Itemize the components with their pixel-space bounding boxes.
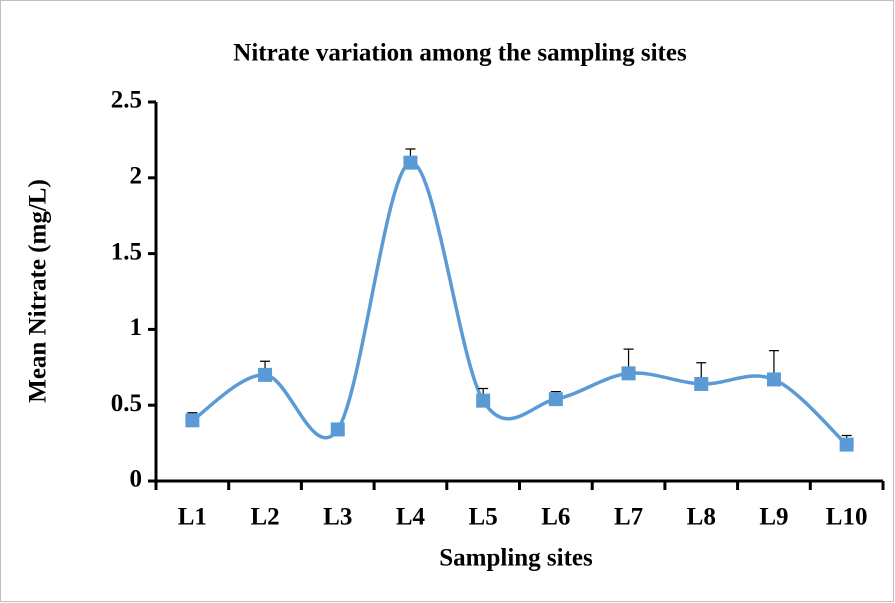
x-tick-label: L7 — [614, 504, 643, 531]
data-point — [330, 422, 345, 437]
data-point — [548, 392, 563, 407]
y-axis-label: Mean Nitrate (mg/L) — [25, 179, 52, 403]
x-tick-label: L8 — [687, 504, 716, 531]
y-tick-label: 2 — [130, 163, 143, 190]
data-point — [766, 372, 781, 387]
x-tick-label: L10 — [826, 504, 868, 531]
x-tick-label: L2 — [250, 504, 279, 531]
x-tick-label: L6 — [541, 504, 570, 531]
y-tick-label: 2.5 — [111, 87, 142, 114]
x-tick-label: L1 — [178, 504, 207, 531]
data-point — [476, 393, 491, 408]
y-tick-label: 0 — [130, 466, 143, 493]
data-point — [839, 437, 854, 452]
y-tick-label: 1 — [130, 314, 143, 341]
x-tick-label: L3 — [323, 504, 352, 531]
data-point — [185, 413, 200, 428]
y-tick-label: 1.5 — [111, 238, 142, 265]
data-point — [258, 367, 273, 382]
y-tick-label: 0.5 — [111, 390, 142, 417]
data-line — [191, 160, 848, 446]
x-tick-label: L9 — [759, 504, 788, 531]
data-point — [694, 376, 709, 391]
x-axis-label: Sampling sites — [439, 545, 593, 572]
data-point — [621, 366, 636, 381]
x-tick-label: L5 — [469, 504, 498, 531]
chart-title: Nitrate variation among the sampling sit… — [233, 40, 687, 67]
data-point — [403, 155, 418, 170]
x-tick-label: L4 — [396, 504, 426, 531]
